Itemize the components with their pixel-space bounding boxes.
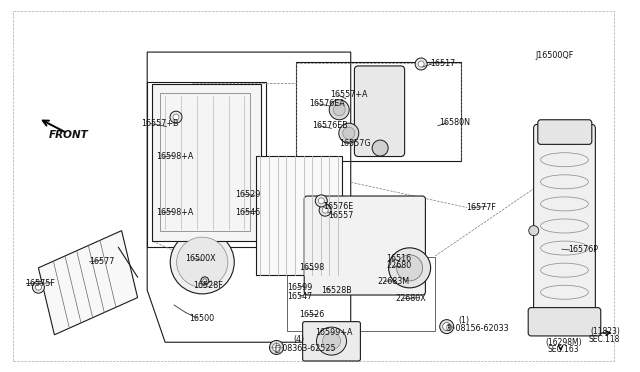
Ellipse shape [177,237,228,287]
Text: ® 08156-62033: ® 08156-62033 [445,324,508,333]
Text: (11823): (11823) [590,327,620,336]
FancyBboxPatch shape [538,120,592,144]
Circle shape [339,123,359,143]
FancyBboxPatch shape [528,308,601,336]
Text: 16575F: 16575F [26,279,56,288]
Text: 16528B: 16528B [321,286,352,295]
Text: 16517: 16517 [430,60,455,68]
Bar [147,82,266,247]
Bar [296,62,461,161]
Text: 16599: 16599 [287,283,312,292]
Circle shape [319,204,331,216]
Circle shape [203,279,207,283]
Circle shape [418,61,424,67]
Text: 16576P: 16576P [568,246,598,254]
Text: (1): (1) [458,316,469,325]
Text: 16580N: 16580N [439,118,470,127]
Text: SEC.118: SEC.118 [589,335,620,344]
Text: (4): (4) [293,335,304,344]
Ellipse shape [388,248,431,288]
Circle shape [443,323,451,331]
Bar [160,93,250,231]
Text: 16557: 16557 [328,211,353,219]
Polygon shape [38,231,138,335]
Bar [256,156,342,275]
Circle shape [273,343,280,352]
Text: (16298M): (16298M) [545,338,582,347]
Text: J16500QF: J16500QF [535,51,573,60]
Text: 16526: 16526 [300,310,324,319]
FancyBboxPatch shape [534,124,595,330]
Text: 16500X: 16500X [186,254,216,263]
FancyBboxPatch shape [303,322,360,361]
Text: 16500: 16500 [189,314,214,323]
Text: 16577F: 16577F [466,203,496,212]
Text: 22683M: 22683M [377,277,409,286]
Text: 16557+A: 16557+A [330,90,368,99]
Text: 16598+A: 16598+A [156,208,193,217]
Circle shape [170,111,182,123]
Circle shape [318,198,324,204]
FancyBboxPatch shape [304,196,426,295]
Ellipse shape [317,327,346,355]
Text: 16598+A: 16598+A [156,153,193,161]
Circle shape [35,284,42,290]
Text: 16557+B: 16557+B [141,119,179,128]
Text: 16576E: 16576E [323,202,353,211]
Circle shape [329,100,349,120]
Bar [287,257,435,331]
Text: SEC.163: SEC.163 [548,345,579,354]
Ellipse shape [323,333,340,350]
Circle shape [333,104,345,116]
Text: 22680X: 22680X [396,294,426,303]
Circle shape [529,226,539,235]
Text: 16599+A: 16599+A [315,328,353,337]
Circle shape [322,207,328,213]
Circle shape [440,320,454,334]
Text: 16547: 16547 [287,292,312,301]
Text: 16528F: 16528F [193,281,223,290]
Circle shape [269,340,284,355]
Text: 16577: 16577 [90,257,115,266]
Text: 16598: 16598 [300,263,324,272]
Circle shape [372,140,388,156]
Text: 16516: 16516 [386,254,411,263]
Text: 16546: 16546 [236,208,260,217]
Polygon shape [152,84,261,241]
Text: Ⓢ 08363-62525: Ⓢ 08363-62525 [275,343,336,352]
Ellipse shape [397,255,422,281]
Text: 16576EA: 16576EA [309,99,345,108]
Circle shape [33,281,44,293]
Circle shape [173,114,179,120]
Circle shape [415,58,427,70]
Text: FRONT: FRONT [49,130,88,140]
Text: 16529: 16529 [236,190,261,199]
FancyBboxPatch shape [355,66,404,157]
Circle shape [201,277,209,285]
Text: 22680: 22680 [386,262,411,270]
Text: 16557G: 16557G [339,139,371,148]
Ellipse shape [170,231,234,294]
Circle shape [343,127,355,139]
Text: 16576EB: 16576EB [312,121,348,130]
Circle shape [316,195,327,207]
